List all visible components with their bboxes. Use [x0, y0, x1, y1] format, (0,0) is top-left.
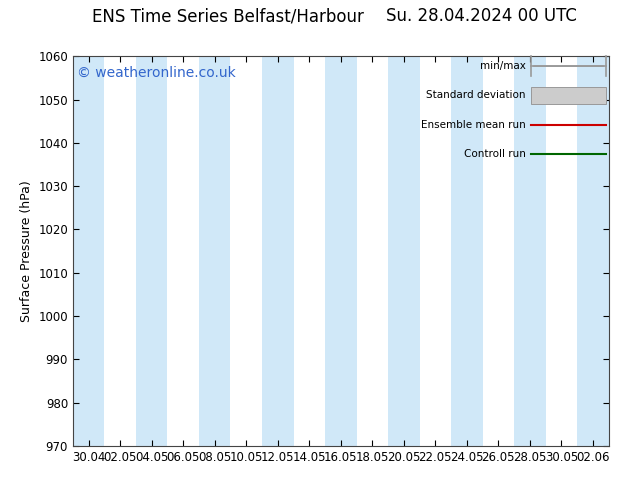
Text: © weatheronline.co.uk: © weatheronline.co.uk	[77, 66, 236, 80]
Bar	[577, 56, 609, 446]
Text: Standard deviation: Standard deviation	[426, 90, 526, 100]
Bar	[199, 56, 231, 446]
Text: Controll run: Controll run	[463, 149, 526, 159]
Bar	[451, 56, 482, 446]
Bar	[514, 56, 546, 446]
Text: Ensemble mean run: Ensemble mean run	[421, 120, 526, 129]
Text: ENS Time Series Belfast/Harbour: ENS Time Series Belfast/Harbour	[93, 7, 364, 25]
Bar	[325, 56, 356, 446]
Bar	[388, 56, 420, 446]
Text: min/max: min/max	[480, 61, 526, 71]
Text: Su. 28.04.2024 00 UTC: Su. 28.04.2024 00 UTC	[386, 7, 578, 25]
Bar	[73, 56, 105, 446]
Y-axis label: Surface Pressure (hPa): Surface Pressure (hPa)	[20, 180, 33, 322]
Bar	[262, 56, 294, 446]
Bar	[531, 87, 606, 104]
Bar	[136, 56, 167, 446]
